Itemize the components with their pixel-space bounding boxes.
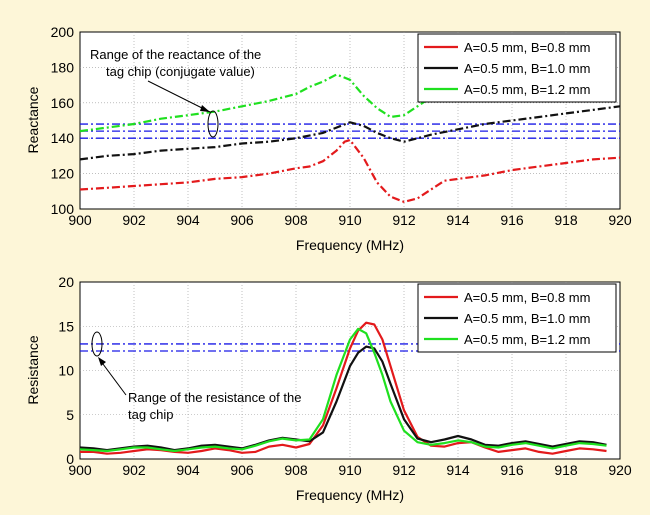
reactance-annotation-arrow-head xyxy=(200,105,210,112)
reactance-y-tick-100: 100 xyxy=(51,201,75,217)
reactance-annotation-line-2: tag chip (conjugate value) xyxy=(106,64,255,79)
resistance-annotation-line-2: tag chip xyxy=(128,407,174,422)
reactance-x-tick-914: 914 xyxy=(446,212,470,228)
reactance-x-axis-label: Frequency (MHz) xyxy=(296,237,404,253)
resistance-x-tick-916: 916 xyxy=(500,462,524,478)
reactance-y-tick-140: 140 xyxy=(51,130,75,146)
resistance-y-axis-label: Resistance xyxy=(25,335,41,404)
reactance-y-tick-180: 180 xyxy=(51,59,75,75)
resistance-x-tick-920: 920 xyxy=(608,462,632,478)
resistance-series-group xyxy=(79,321,607,455)
reactance-series-line-3 xyxy=(79,73,459,133)
reactance-annotation: Range of the reactance of the tag chip (… xyxy=(90,47,261,138)
reactance-x-tick-906: 906 xyxy=(230,212,254,228)
reactance-x-tick-918: 918 xyxy=(554,212,578,228)
resistance-y-tick-10: 10 xyxy=(58,363,74,379)
reactance-x-tick-labels: 900 902 904 906 908 910 912 914 916 918 920 xyxy=(68,212,632,228)
reactance-legend: A=0.5 mm, B=0.8 mm A=0.5 mm, B=1.0 mm A=0.… xyxy=(417,33,617,103)
resistance-x-tick-labels: 900 902 904 906 908 910 912 914 916 918 920 xyxy=(68,462,632,478)
reactance-x-tick-902: 902 xyxy=(122,212,146,228)
reactance-annotation-line-1: Range of the reactance of the xyxy=(90,47,261,62)
resistance-x-tick-918: 918 xyxy=(554,462,578,478)
resistance-x-tick-904: 904 xyxy=(176,462,200,478)
reactance-y-tick-200: 200 xyxy=(51,24,75,40)
reactance-x-tick-904: 904 xyxy=(176,212,200,228)
resistance-legend-label-3: A=0.5 mm, B=1.2 mm xyxy=(464,332,590,347)
resistance-annotation: Range of the resistance of the tag chip xyxy=(91,331,301,422)
resistance-annotation-ellipse xyxy=(91,331,103,357)
reactance-x-tick-900: 900 xyxy=(68,212,92,228)
reactance-x-tick-920: 920 xyxy=(608,212,632,228)
resistance-x-tick-902: 902 xyxy=(122,462,146,478)
reactance-x-tick-908: 908 xyxy=(284,212,308,228)
resistance-x-tick-912: 912 xyxy=(392,462,416,478)
resistance-x-tick-908: 908 xyxy=(284,462,308,478)
resistance-legend: A=0.5 mm, B=0.8 mm A=0.5 mm, B=1.0 mm A=0.… xyxy=(417,283,617,353)
reactance-y-tick-160: 160 xyxy=(51,95,75,111)
resistance-y-tick-labels: 0 5 10 15 20 xyxy=(58,274,74,467)
resistance-chart: 900 902 904 906 908 910 912 914 916 918 920 0 5 10 15… xyxy=(25,274,632,503)
resistance-x-tick-906: 906 xyxy=(230,462,254,478)
reactance-series-group xyxy=(79,73,621,203)
reactance-legend-label-3: A=0.5 mm, B=1.2 mm xyxy=(464,82,590,97)
resistance-x-tick-910: 910 xyxy=(338,462,362,478)
resistance-y-tick-0: 0 xyxy=(66,451,74,467)
resistance-y-tick-15: 15 xyxy=(58,318,74,334)
reactance-y-tick-120: 120 xyxy=(51,166,75,182)
reactance-x-tick-916: 916 xyxy=(500,212,524,228)
reactance-x-tick-912: 912 xyxy=(392,212,416,228)
reactance-series-line-1 xyxy=(79,138,621,203)
reactance-annotation-arrow-line xyxy=(147,80,211,113)
resistance-legend-label-1: A=0.5 mm, B=0.8 mm xyxy=(464,290,590,305)
reactance-x-tick-910: 910 xyxy=(338,212,362,228)
reactance-reference-lines xyxy=(80,123,620,139)
resistance-annotation-arrow-line xyxy=(99,359,127,396)
reactance-legend-label-1: A=0.5 mm, B=0.8 mm xyxy=(464,40,590,55)
reactance-chart: 900 902 904 906 908 910 912 914 916 918 920 100 120… xyxy=(25,24,632,253)
resistance-x-axis-label: Frequency (MHz) xyxy=(296,487,404,503)
resistance-series-line-3 xyxy=(79,327,607,453)
reactance-y-tick-labels: 100 120 140 160 180 200 xyxy=(51,24,75,217)
reactance-y-axis-label: Reactance xyxy=(25,86,41,153)
reactance-legend-label-2: A=0.5 mm, B=1.0 mm xyxy=(464,61,590,76)
reactance-grid xyxy=(80,32,620,209)
reactance-series-line-2 xyxy=(79,105,621,161)
resistance-legend-label-2: A=0.5 mm, B=1.0 mm xyxy=(464,311,590,326)
resistance-x-tick-914: 914 xyxy=(446,462,470,478)
reactance-annotation-ellipse xyxy=(207,110,219,138)
resistance-annotation-line-1: Range of the resistance of the xyxy=(128,390,301,405)
resistance-x-tick-900: 900 xyxy=(68,462,92,478)
resistance-annotation-arrow-head xyxy=(98,357,106,366)
resistance-y-tick-5: 5 xyxy=(66,407,74,423)
resistance-y-tick-20: 20 xyxy=(58,274,74,290)
